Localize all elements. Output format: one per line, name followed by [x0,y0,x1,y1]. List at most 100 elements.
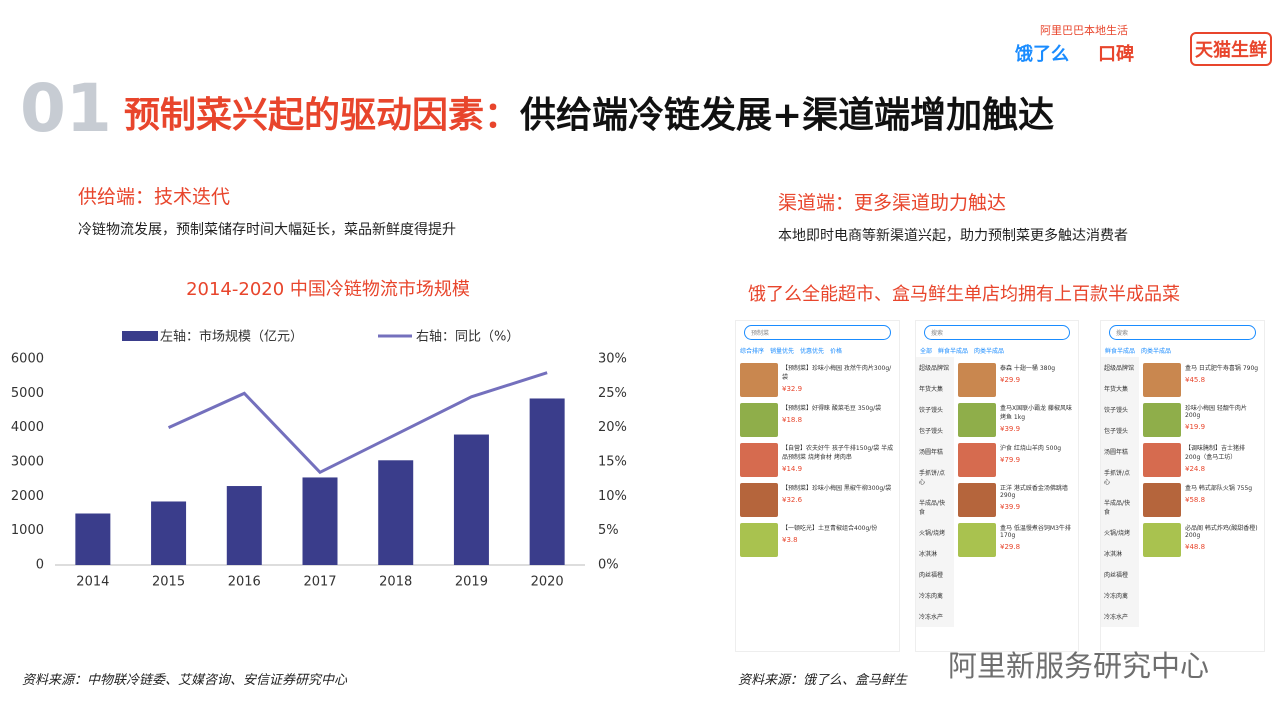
item-price: ¥79.9 [1000,456,1021,464]
item-price: ¥39.9 [1000,503,1021,511]
sidebar-item: 冰淇淋 [1104,551,1123,558]
sidebar-item: 半成品/快食 [919,500,946,516]
x-tick-label: 2016 [228,575,261,590]
bar [151,501,187,565]
item-image [958,443,996,477]
item-price: ¥29.9 [1000,376,1021,384]
sidebar-item: 冷冻肉禽 [1104,593,1129,600]
item-image [958,523,996,557]
item-text: 必品阁 韩式炸鸡(酸甜香橙) 200g ¥48.8 [1185,523,1260,557]
screenshot: 搜索 全部 鲜食半成品 肉类半成品 超级品牌馆 年货大集 饺子馒头 包子馒头 汤圆年糕 手抓饼/点… [915,320,1079,652]
item-name: 【预制菜】珍味小梅园 孜然牛肉片300g/袋 [782,365,892,381]
item-image [958,483,996,517]
tab: 优惠优先 [800,348,825,355]
left-source: 资料来源：中物联冷链委、艾媒咨询、安信证券研究中心 [22,673,348,688]
y2-tick-label: 30% [598,352,627,367]
item-price: ¥29.8 [1000,543,1021,551]
item-price: ¥45.8 [1185,376,1206,384]
brand: 口碑 [1098,44,1134,65]
sidebar-item: 饺子馒头 [1104,407,1129,414]
item-name: 【调味腌制】吉士猪排 200g（盒马工坊） [1185,445,1246,461]
sidebar-item: 火锅/烧烤 [1104,530,1131,537]
y-tick-label: 2000 [11,489,44,504]
tab: 肉类半成品 [1141,348,1172,355]
x-tick-label: 2018 [379,575,412,590]
content: 【预制菜】珍味小梅园 孜然牛肉片300g/袋 ¥32.9 【预制菜】好得睐 酸菜毛豆… [736,357,899,563]
tabs: 全部 鲜食半成品 肉类半成品 [916,344,1078,357]
x-tick-label: 2014 [76,575,109,590]
screenshot: 搜索 鲜食半成品 肉类半成品 超级品牌馆 年货大集 饺子馒头 包子馒头 汤圆年糕 手抓饼/点心半… [1100,320,1265,652]
sidebar-item: 年货大集 [919,386,944,393]
item-name: 【预制菜】好得睐 酸菜毛豆 350g/袋 [782,405,882,412]
tab: 鲜食半成品 [1105,348,1136,355]
bar [75,513,111,565]
item-text: 【自营】农夫好牛 孩子牛排150g/袋 半成品预制菜 烧烤食材 烤肉串 ¥14.9 [782,443,895,477]
item-name: 沪食 红烧山羊肉 500g [1000,445,1062,452]
y2-tick-label: 25% [598,386,627,401]
bar [226,486,262,565]
tab: 价格 [830,348,843,355]
item-text: 【预制菜】珍味小梅园 孜然牛肉片300g/袋 ¥32.9 [782,363,895,397]
item-image [1143,523,1181,557]
line [167,371,548,475]
item-text: 盒马 韩式部队火锅 755g ¥58.8 [1185,483,1252,517]
y2-tick-label: 5% [598,523,619,538]
sidebar-item: 火锅/烧烤 [919,530,946,537]
bar [453,434,489,565]
item-image [1143,363,1181,397]
item: 必品阁 韩式炸鸡(酸甜香橙) 200g ¥48.8 [1143,523,1260,557]
item-image [958,363,996,397]
tab: 肉类半成品 [974,348,1005,355]
item-price: ¥48.8 [1185,543,1206,551]
item-price: ¥39.9 [1000,425,1021,433]
item-image [740,443,778,477]
right-caption: 饿了么全能超市、盒马鲜生单店均拥有上百款半成品菜 [748,284,1180,305]
item-name: 【自营】农夫好牛 孩子牛排150g/袋 半成品预制菜 烧烤食材 烤肉串 [782,445,894,461]
chart-title: 2014-2020 中国冷链物流市场规模 [186,279,470,300]
item-price: ¥32.6 [782,496,803,504]
tab: 销量优先 [770,348,795,355]
watermark: 阿里新服务研究中心 [948,649,1210,683]
left-text: 冷链物流发展，预制菜储存时间大幅延长，菜品新鲜度得提升 [78,222,456,238]
item: 盒马 日式肥牛寿喜锅 790g ¥45.8 [1143,363,1260,397]
title-highlight-text: 预制菜兴起的驱动因素： [124,95,521,136]
item-price: ¥14.9 [782,465,803,473]
item-name: 盒马 低温慢煮谷饲M3牛排 170g [1000,525,1071,539]
item: 【预制菜】好得睐 酸菜毛豆 350g/袋 ¥18.8 [740,403,895,437]
item: 【一顿吃光】土豆青椒组合400g/份 ¥3.8 [740,523,895,557]
left-heading: 供给端：技术迭代 [78,186,231,208]
tabs: 鲜食半成品 肉类半成品 [1101,344,1264,357]
x-tick-label: 2019 [455,575,488,590]
brand: 饿了么 [1015,44,1069,65]
item-price: ¥18.8 [782,416,803,424]
content: 超级品牌馆 年货大集 饺子馒头 包子馒头 汤圆年糕 手抓饼/点心 半成品/快食 火锅/烧烤 冰淇… [1101,357,1264,627]
item-text: 【调味腌制】吉士猪排 200g（盒马工坊） ¥24.8 [1185,443,1260,477]
right-heading: 渠道端：更多渠道助力触达 [778,192,1007,214]
item-image [958,403,996,437]
sidebar: 超级品牌馆 年货大集 饺子馒头 包子馒头 汤圆年糕 手抓饼/点心 半成品/快食 火锅/烧烤 冰淇… [1101,357,1139,627]
item: 【预制菜】珍味小梅园 黑椒牛柳300g/袋 ¥32.6 [740,483,895,517]
item-image [1143,483,1181,517]
item: 泰森 十翅一桶 380g ¥29.9 [958,363,1074,397]
item-name: 珍味小梅园 轻靓牛肉片 200g [1185,405,1247,419]
item-text: 泰森 十翅一桶 380g ¥29.9 [1000,363,1055,397]
item: 【调味腌制】吉士猪排 200g（盒马工坊） ¥24.8 [1143,443,1260,477]
y2-tick-label: 20% [598,420,627,435]
item-name: 盒马 韩式部队火锅 755g [1185,485,1253,492]
item-text: 【预制菜】好得睐 酸菜毛豆 350g/袋 ¥18.8 [782,403,881,437]
x-tick-label: 2015 [152,575,185,590]
item-price: ¥58.8 [1185,496,1206,504]
y-tick-label: 5000 [11,386,44,401]
item-name: 【预制菜】珍味小梅园 黑椒牛柳300g/袋 [782,485,892,492]
item-list: 泰森 十翅一桶 380g ¥29.9 盒马X国联小霸龙 藤椒风味烤鱼 1kg ¥39.… [954,357,1078,627]
sidebar-item: 冷冻肉禽 [919,593,944,600]
title-highlight: 预制菜兴起的驱动因素：供给端冷链发展+渠道端增加触达 [124,86,1054,138]
x-tick-label: 2017 [303,575,336,590]
screenshot: 预制菜 综合排序 销量优先 优惠优先 价格 【预制菜】珍味小梅园 孜然牛肉片300g/袋 ¥… [735,320,900,652]
sidebar-item: 肉丝福橙 [1104,572,1129,579]
bar [378,460,414,565]
item-text: 【一顿吃光】土豆青椒组合400g/份 ¥3.8 [782,523,877,557]
item-name: 泰森 十翅一桶 380g [1000,365,1056,372]
sidebar-item: 手抓饼/点心 [919,470,946,486]
